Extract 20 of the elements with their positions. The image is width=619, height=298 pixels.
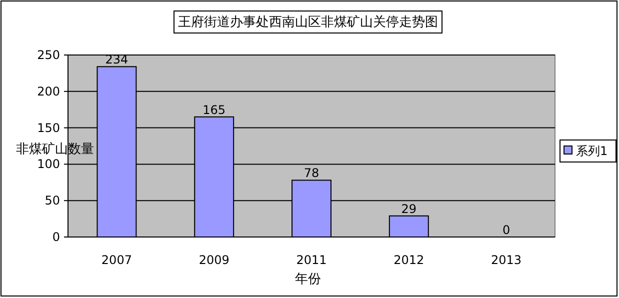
y-tick-label: 100	[37, 157, 60, 172]
y-tick-label: 0	[52, 230, 60, 244]
data-label: 165	[202, 102, 226, 117]
legend-label: 系列1	[576, 144, 608, 158]
y-tick-label: 150	[37, 120, 60, 135]
x-tick-label: 2009	[198, 253, 230, 267]
x-tick-label: 2007	[101, 253, 132, 267]
x-tick-label: 2011	[296, 253, 327, 267]
y-axis-title: 非煤矿山数量	[16, 142, 94, 157]
y-tick-label: 200	[37, 84, 60, 98]
x-axis-title: 年份	[295, 272, 321, 287]
chart-title: 王府街道办事处西南山区非煤矿山关停走势图	[178, 14, 438, 30]
y-tick-label: 50	[44, 194, 60, 208]
x-tick-label: 2012	[394, 253, 424, 267]
data-label: 29	[401, 202, 417, 216]
y-tick-label: 250	[37, 48, 60, 62]
data-label: 78	[304, 166, 320, 180]
bar	[388, 215, 429, 238]
data-label: 0	[502, 223, 510, 237]
x-tick-label: 2013	[491, 253, 522, 267]
